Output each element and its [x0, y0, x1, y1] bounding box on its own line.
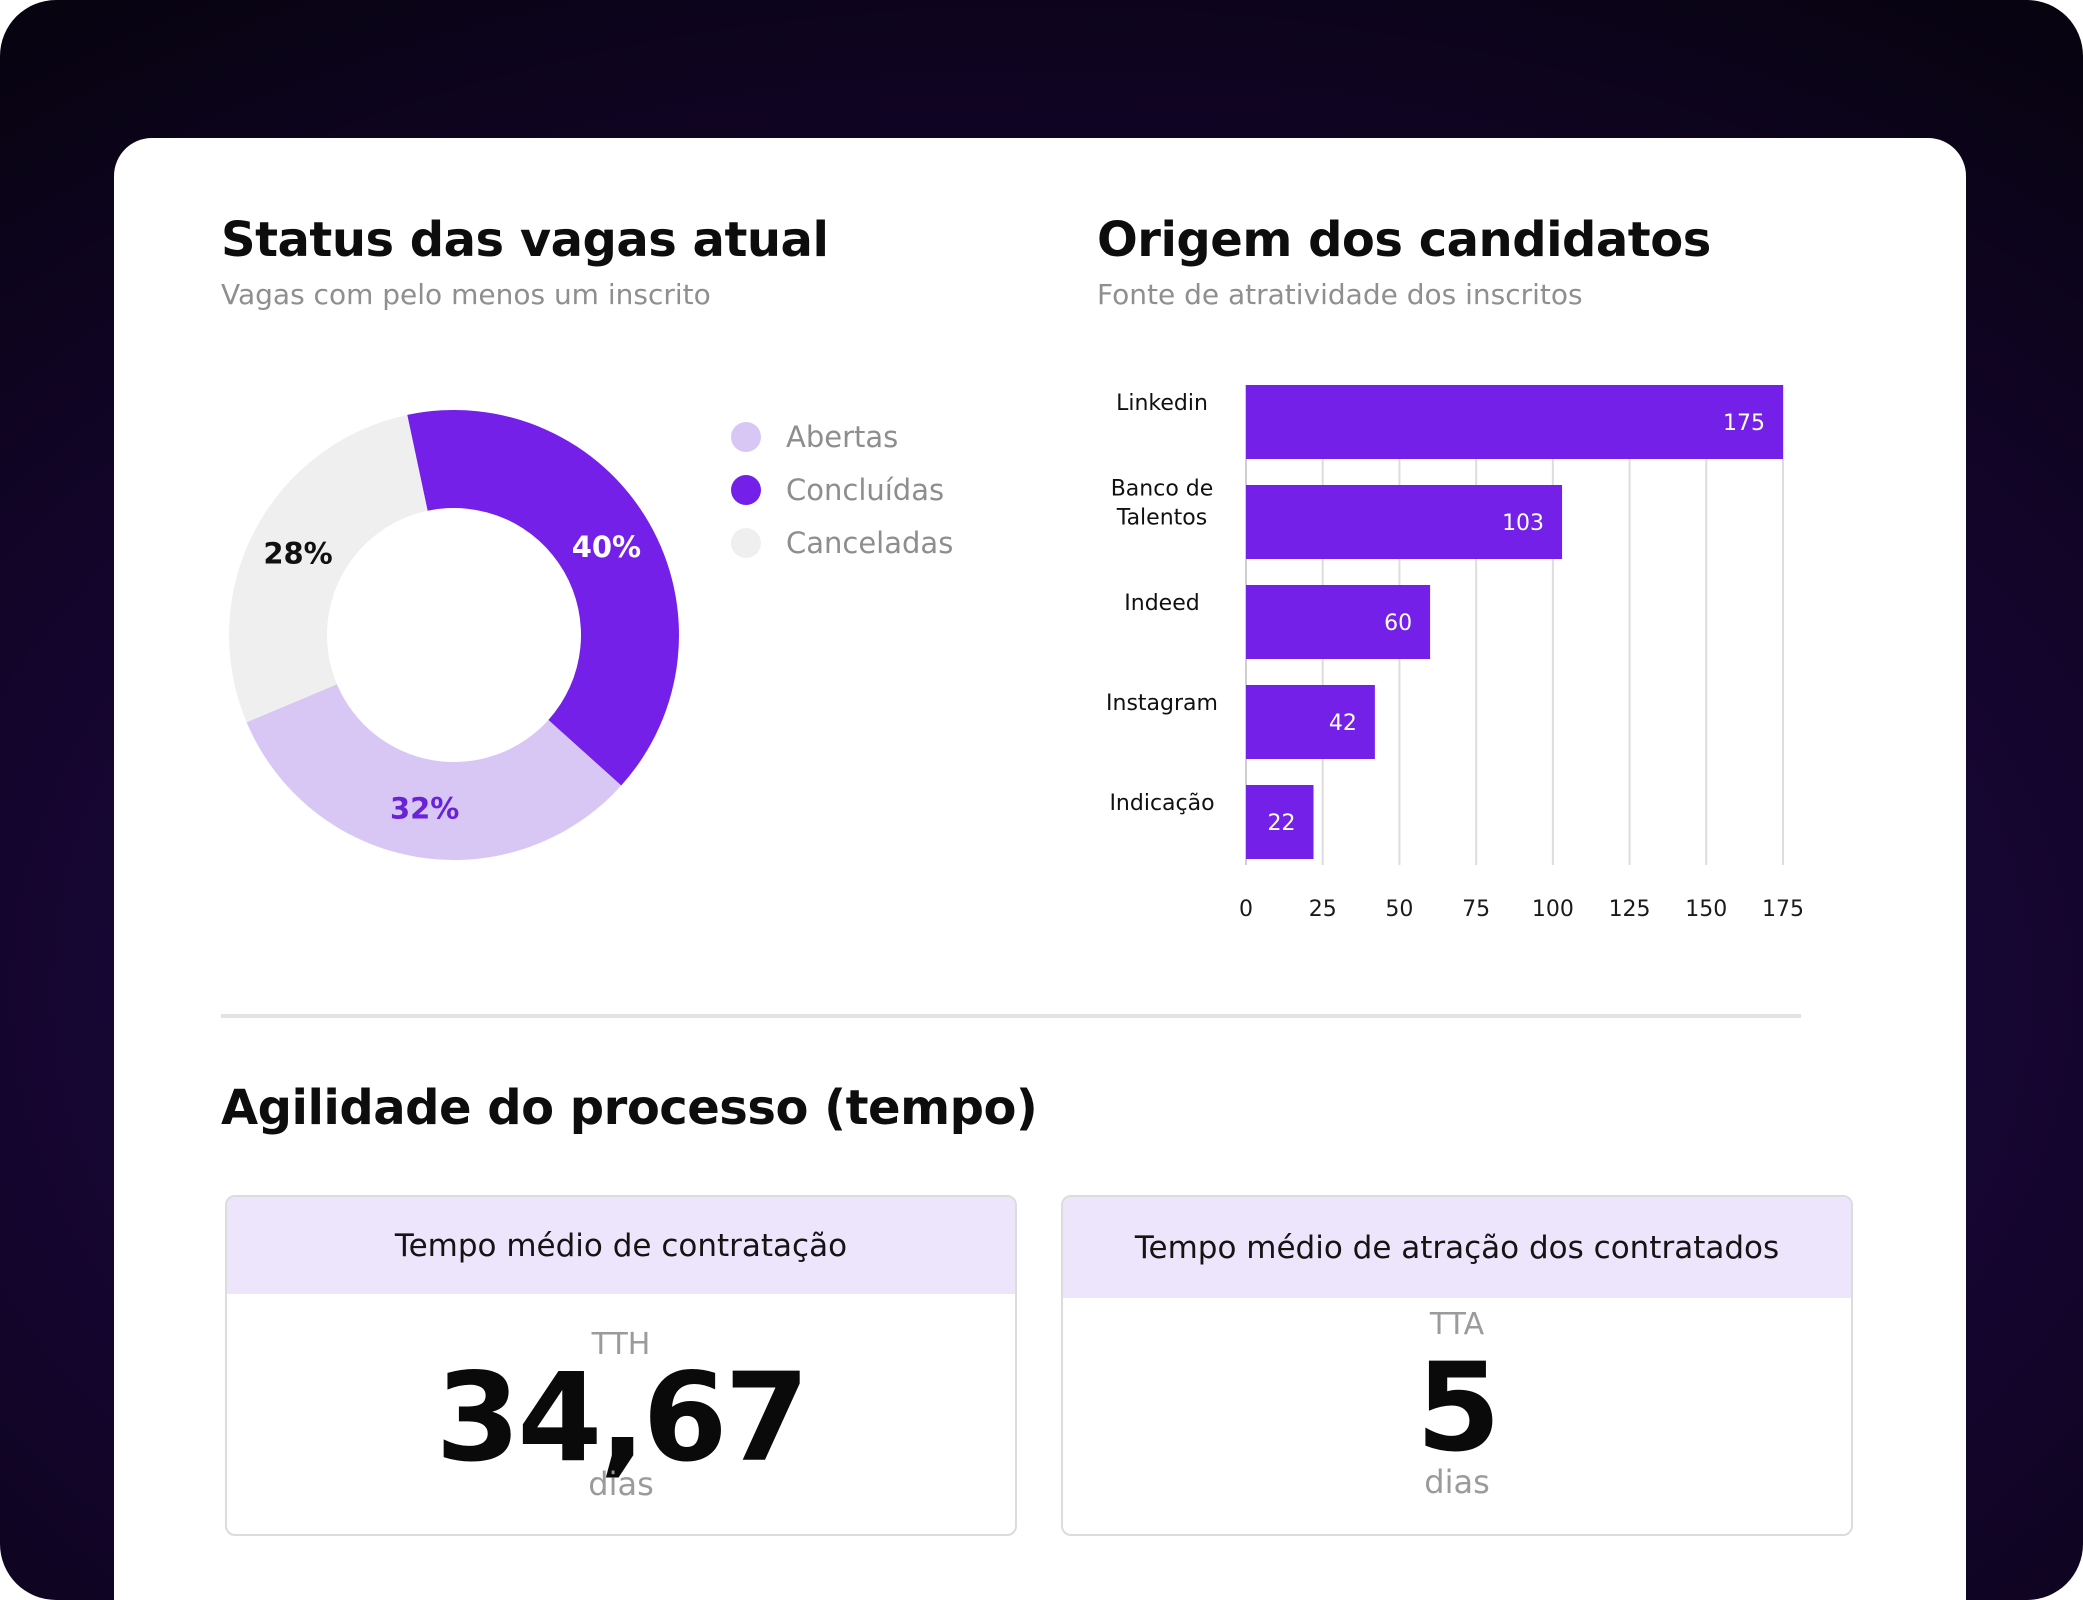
origem-title: Origem dos candidatos [1097, 212, 1711, 268]
legend-label-canceladas: Canceladas [786, 525, 954, 560]
donut-slice-concluidas [407, 410, 679, 786]
x-tick-label-50: 50 [1385, 897, 1413, 922]
metric-header-tth: Tempo médio de contratação [227, 1197, 1015, 1294]
section-divider [221, 1014, 1801, 1018]
bar-indeed [1246, 585, 1431, 659]
bar-value-instagram: 42 [1329, 711, 1357, 736]
bar-value-banco-de-talentos: 103 [1502, 511, 1544, 536]
bar-indicacao [1246, 785, 1314, 859]
y-category-label-banco-de-talentos: Banco de Talentos [1111, 477, 1214, 531]
donut-slice-abertas [246, 684, 622, 860]
x-tick-label-100: 100 [1532, 897, 1574, 922]
y-category-label-indicacao: Indicação [1109, 791, 1214, 816]
donut-label-canceladas: 28% [263, 536, 332, 570]
donut-label-concluidas: 40% [572, 530, 641, 564]
y-category-label-indeed: Indeed [1124, 591, 1199, 616]
x-tick-label-25: 25 [1309, 897, 1337, 922]
legend-label-abertas: Abertas [786, 419, 899, 454]
metric-unit-tth: dias [588, 1465, 654, 1503]
metric-card-tth: Tempo médio de contratação TTH 34,67 dia… [225, 1195, 1017, 1536]
donut-label-abertas: 32% [390, 792, 459, 826]
metric-value-tta: 5 [1416, 1337, 1501, 1479]
metric-value-tth: 34,67 [435, 1347, 810, 1489]
origem-subtitle: Fonte de atratividade dos inscritos [1097, 278, 1583, 311]
donut-legend: Abertas Concluídas Canceladas [731, 410, 953, 569]
donut-chart: 40% 32% 28% [229, 410, 679, 860]
bar-banco-de-talentos [1246, 485, 1563, 559]
bar-value-linkedin: 175 [1723, 411, 1765, 436]
legend-swatch-abertas [731, 421, 761, 452]
legend-item-canceladas: Canceladas [731, 516, 953, 569]
agilidade-title: Agilidade do processo (tempo) [221, 1080, 1038, 1136]
status-subtitle: Vagas com pelo menos um inscrito [221, 278, 711, 311]
x-tick-label-150: 150 [1685, 897, 1727, 922]
legend-item-abertas: Abertas [731, 410, 953, 463]
bar-instagram [1246, 685, 1375, 759]
x-tick-label-125: 125 [1609, 897, 1651, 922]
y-category-label-instagram: Instagram [1106, 691, 1218, 716]
bar-value-indicacao: 22 [1268, 811, 1296, 836]
y-category-label-linkedin: Linkedin [1116, 391, 1208, 416]
bar-linkedin [1246, 385, 1783, 459]
legend-item-concluidas: Concluídas [731, 463, 953, 516]
metric-header-tta: Tempo médio de atração dos contratados [1063, 1197, 1851, 1298]
bar-chart: 0 25 50 75 100 125 150 175 175 Linkedin 103 Banco d… [1106, 385, 1804, 922]
metric-abbr-tta: TTA [1429, 1307, 1485, 1342]
metric-card-tta: Tempo médio de atração dos contratados T… [1061, 1195, 1853, 1536]
status-title: Status das vagas atual [221, 212, 829, 268]
legend-swatch-concluidas [731, 474, 761, 505]
bar-value-indeed: 60 [1384, 611, 1412, 636]
legend-swatch-canceladas [731, 527, 761, 558]
x-tick-label-0: 0 [1239, 897, 1253, 922]
x-tick-label-175: 175 [1762, 897, 1804, 922]
x-tick-label-75: 75 [1462, 897, 1490, 922]
legend-label-concluidas: Concluídas [786, 472, 945, 507]
metric-abbr-tth: TTH [591, 1327, 651, 1362]
metric-unit-tta: dias [1424, 1463, 1490, 1501]
donut-slice-canceladas [229, 414, 428, 723]
